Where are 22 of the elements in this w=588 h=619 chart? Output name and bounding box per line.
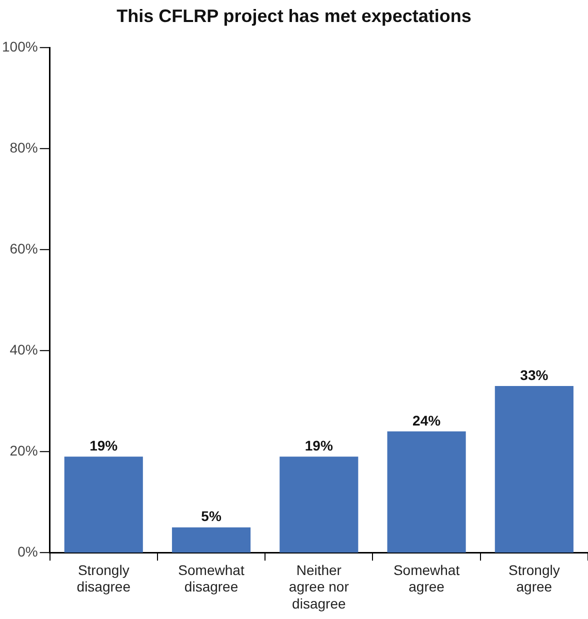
bar	[280, 456, 358, 553]
y-tick-label: 20%	[10, 442, 38, 458]
data-label: 24%	[412, 412, 442, 428]
x-tick-label: Somewhat agree	[393, 562, 460, 595]
y-tick-label: 100%	[2, 38, 38, 54]
x-tick-label: Somewhat disagree	[178, 562, 244, 595]
bar	[387, 431, 466, 553]
y-tick-label: 60%	[10, 240, 38, 256]
data-label: 5%	[201, 508, 222, 524]
x-tick-label: Neither agree nor disagree	[288, 562, 350, 612]
data-label: 19%	[304, 438, 334, 454]
bar	[494, 386, 574, 553]
y-tick-label: 40%	[10, 341, 38, 358]
y-tick-label: 80%	[10, 139, 38, 156]
bar	[64, 456, 143, 553]
y-tick-label: 0%	[18, 543, 38, 560]
x-tick-label: Strongly disagree	[76, 562, 131, 595]
chart-title: This CFLRP project has met expectations	[116, 6, 472, 26]
x-tick-label: Strongly agree	[508, 562, 560, 595]
data-label: 19%	[90, 438, 118, 454]
data-label: 33%	[520, 366, 549, 383]
bar	[172, 527, 251, 553]
